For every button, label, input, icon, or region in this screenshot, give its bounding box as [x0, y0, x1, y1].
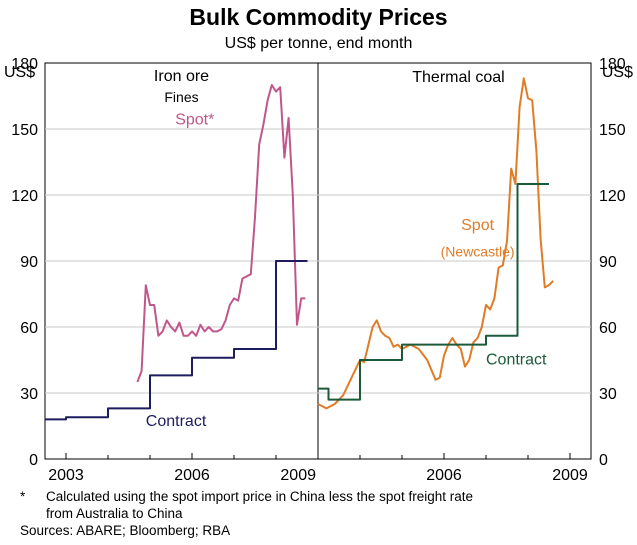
- footnote-line-1: * Calculated using the spot import price …: [20, 489, 473, 504]
- chart-title: Bulk Commodity Prices: [189, 4, 448, 30]
- y-tick-label-left: 60: [20, 320, 38, 337]
- x-tick-label: 2009: [552, 467, 588, 484]
- series-sublabel: (Newcastle): [441, 244, 515, 260]
- sources: Sources: ABARE; Bloomberg; RBA: [20, 523, 231, 538]
- panel-subtitle: Fines: [164, 89, 198, 105]
- y-tick-label-right: 150: [599, 122, 626, 139]
- chart-subtitle: US$ per tonne, end month: [224, 35, 413, 52]
- y-tick-label-right: 90: [599, 254, 617, 271]
- y-tick-label-left: 0: [29, 452, 38, 469]
- thermal-coal-spot-line: [317, 77, 554, 410]
- iron-ore-contract-line: [45, 260, 308, 421]
- thermal-coal-contract-line: [318, 183, 549, 401]
- gridlines: [45, 128, 591, 459]
- y-tick-label-left: 150: [11, 122, 38, 139]
- footnote-line-2: from Australia to China: [46, 506, 183, 521]
- y-tick-label-right: 60: [599, 320, 617, 337]
- x-tick-label: 2009: [280, 467, 316, 484]
- panel-title: Iron ore: [154, 68, 209, 85]
- series-label: Contract: [486, 351, 547, 368]
- series-label: Spot: [461, 217, 494, 234]
- y-tick-label-right: 0: [599, 452, 608, 469]
- panel-title: Thermal coal: [412, 69, 504, 86]
- x-tick-label: 2003: [48, 467, 84, 484]
- y-tick-label-right: 30: [599, 386, 617, 403]
- footnote-marker: *: [20, 489, 26, 504]
- y-tick-label-left: 120: [11, 188, 38, 205]
- series-label: Spot*: [175, 112, 214, 129]
- y-tick-label-left: 180: [11, 56, 38, 73]
- y-tick-label-right: 120: [599, 188, 626, 205]
- x-tick-label: 2006: [174, 467, 210, 484]
- x-tick-label: 2006: [426, 467, 462, 484]
- y-tick-label-left: 90: [20, 254, 38, 271]
- iron-ore-spot-line: [136, 84, 306, 383]
- y-tick-label-right: 180: [599, 56, 626, 73]
- y-tick-label-left: 30: [20, 386, 38, 403]
- series-label: Contract: [146, 413, 207, 430]
- y-axis-label-right: US$: [602, 64, 633, 81]
- y-axis-label-left: US$: [4, 64, 35, 81]
- chart-marks: [45, 77, 554, 421]
